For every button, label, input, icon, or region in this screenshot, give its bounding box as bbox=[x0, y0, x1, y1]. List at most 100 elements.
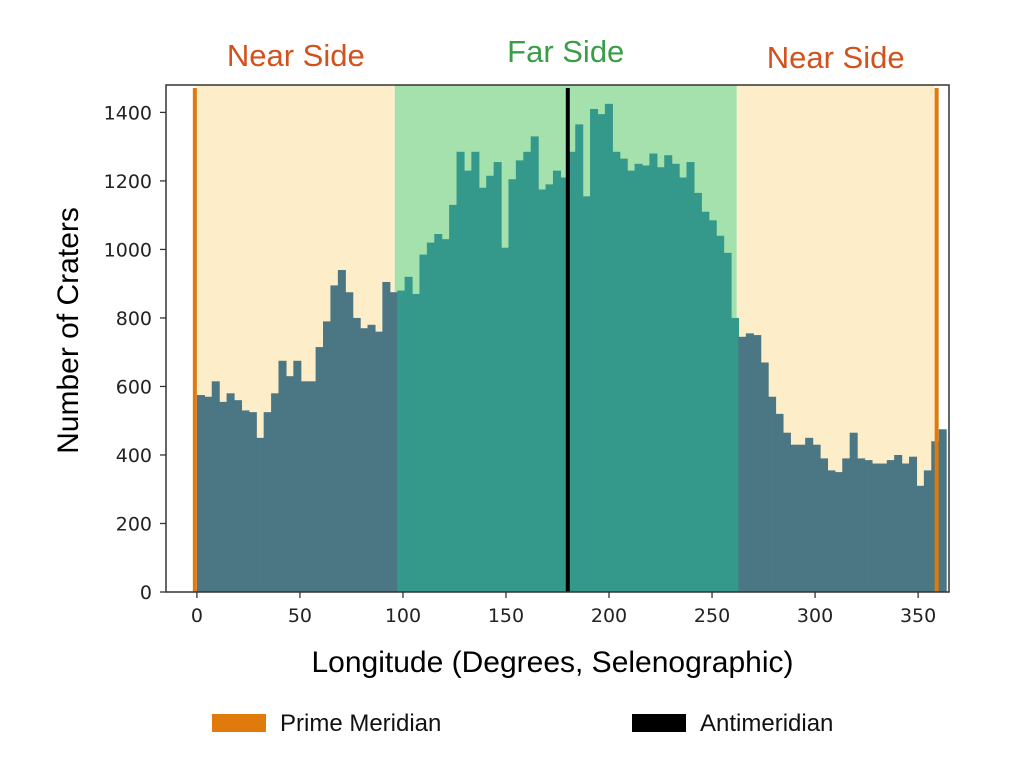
y-tick-label: 0 bbox=[140, 582, 152, 604]
histogram-bar bbox=[864, 460, 873, 592]
region-label-1: Far Side bbox=[507, 34, 624, 69]
histogram-bar bbox=[315, 347, 324, 592]
x-tick-label: 350 bbox=[900, 605, 936, 627]
histogram-bars bbox=[196, 103, 947, 593]
y-tick-label: 1200 bbox=[104, 171, 152, 193]
histogram-bar bbox=[909, 456, 918, 592]
histogram-bar bbox=[337, 269, 346, 592]
histogram-bar bbox=[768, 396, 777, 592]
histogram-bar bbox=[530, 136, 539, 592]
histogram-bar bbox=[834, 472, 843, 592]
plot-frame bbox=[165, 84, 950, 593]
histogram-bar bbox=[552, 170, 561, 592]
histogram-bar bbox=[820, 458, 829, 592]
histogram-bar bbox=[797, 444, 806, 592]
histogram-bar bbox=[738, 336, 747, 592]
histogram-bar bbox=[426, 242, 435, 592]
y-axis-title: Number of Craters bbox=[52, 207, 85, 454]
histogram-bar bbox=[886, 460, 895, 592]
histogram-bar bbox=[196, 395, 205, 592]
histogram-bar bbox=[656, 167, 665, 592]
histogram-bar bbox=[256, 437, 265, 592]
y-tick-label: 1400 bbox=[104, 102, 152, 124]
histogram-bar bbox=[463, 170, 472, 592]
histogram-bar bbox=[523, 151, 532, 593]
x-tick-label: 150 bbox=[488, 605, 524, 627]
histogram-bar bbox=[923, 470, 932, 592]
histogram-bar bbox=[360, 328, 369, 592]
histogram-bar bbox=[345, 292, 354, 592]
histogram-bar bbox=[879, 463, 888, 592]
histogram-bar bbox=[582, 196, 591, 592]
histogram-bar bbox=[812, 444, 821, 592]
histogram-bar bbox=[478, 187, 487, 592]
histogram-bar bbox=[871, 463, 880, 592]
region-label-0: Near Side bbox=[227, 38, 365, 73]
histogram-bar bbox=[508, 179, 517, 592]
histogram-bar bbox=[538, 189, 547, 593]
histogram-bar bbox=[575, 124, 584, 593]
histogram-bar bbox=[649, 153, 658, 592]
histogram-bar bbox=[782, 432, 791, 592]
histogram-bar bbox=[894, 454, 903, 592]
histogram-bar bbox=[456, 151, 465, 593]
histogram-bar bbox=[827, 470, 836, 592]
y-tick-label: 600 bbox=[116, 376, 152, 398]
region-label-2: Near Side bbox=[767, 40, 905, 75]
meridian-lines bbox=[192, 88, 939, 592]
histogram-bar bbox=[664, 155, 673, 592]
histogram-bar bbox=[397, 290, 406, 592]
histogram-bar bbox=[441, 239, 450, 593]
histogram-bar bbox=[567, 151, 576, 593]
histogram-bar bbox=[627, 170, 636, 592]
histogram-bar bbox=[271, 393, 280, 592]
x-tick-label: 250 bbox=[694, 605, 730, 627]
histogram-bar bbox=[241, 410, 250, 592]
x-axis-title: Longitude (Degrees, Selenographic) bbox=[312, 646, 794, 679]
histogram-bar bbox=[901, 463, 910, 592]
histogram-bar bbox=[545, 184, 554, 592]
histogram-bar bbox=[352, 317, 361, 592]
x-tick-label: 50 bbox=[288, 605, 312, 627]
histogram-bar bbox=[671, 163, 680, 593]
histogram-bar bbox=[730, 317, 740, 592]
histogram-bar bbox=[367, 324, 376, 592]
histogram-bar bbox=[775, 413, 784, 592]
histogram-bar bbox=[226, 393, 235, 592]
histogram-bar bbox=[285, 376, 294, 592]
histogram-bar bbox=[330, 285, 339, 592]
x-axis: 0 50 100 150 200 250 300 350 bbox=[191, 592, 936, 627]
histogram-bar bbox=[449, 204, 458, 592]
histogram-bar bbox=[641, 165, 650, 593]
histogram-bar bbox=[560, 177, 569, 593]
histogram-bar bbox=[679, 177, 688, 593]
histogram-bar bbox=[471, 151, 480, 593]
histogram-bar bbox=[434, 234, 443, 592]
histogram-bar bbox=[419, 254, 428, 592]
histogram-bar bbox=[374, 331, 383, 592]
histogram-bar bbox=[604, 103, 613, 592]
legend-swatch-0 bbox=[212, 714, 266, 732]
histogram-bar bbox=[278, 360, 287, 592]
histogram-bar bbox=[701, 211, 710, 592]
legend-label-1: Antimeridian bbox=[700, 710, 833, 737]
y-tick-label: 800 bbox=[116, 308, 152, 330]
histogram-bar bbox=[760, 362, 769, 592]
y-tick-label: 200 bbox=[116, 513, 152, 535]
histogram-bar bbox=[723, 252, 732, 593]
region-labels: Near Side Far Side Near Side bbox=[227, 34, 905, 75]
histogram-bar bbox=[716, 235, 725, 592]
histogram-bar bbox=[916, 485, 925, 592]
histogram-bar bbox=[323, 321, 332, 592]
histogram-bar bbox=[293, 360, 302, 592]
histogram-bar bbox=[745, 333, 754, 592]
histogram-bar bbox=[590, 108, 599, 592]
legend: Prime Meridian Antimeridian bbox=[212, 710, 833, 737]
legend-swatch-1 bbox=[632, 714, 686, 732]
histogram-bar bbox=[634, 163, 643, 593]
x-tick-label: 100 bbox=[385, 605, 421, 627]
x-tick-label: 300 bbox=[797, 605, 833, 627]
histogram-bar bbox=[515, 160, 524, 592]
y-tick-label: 400 bbox=[116, 445, 152, 467]
